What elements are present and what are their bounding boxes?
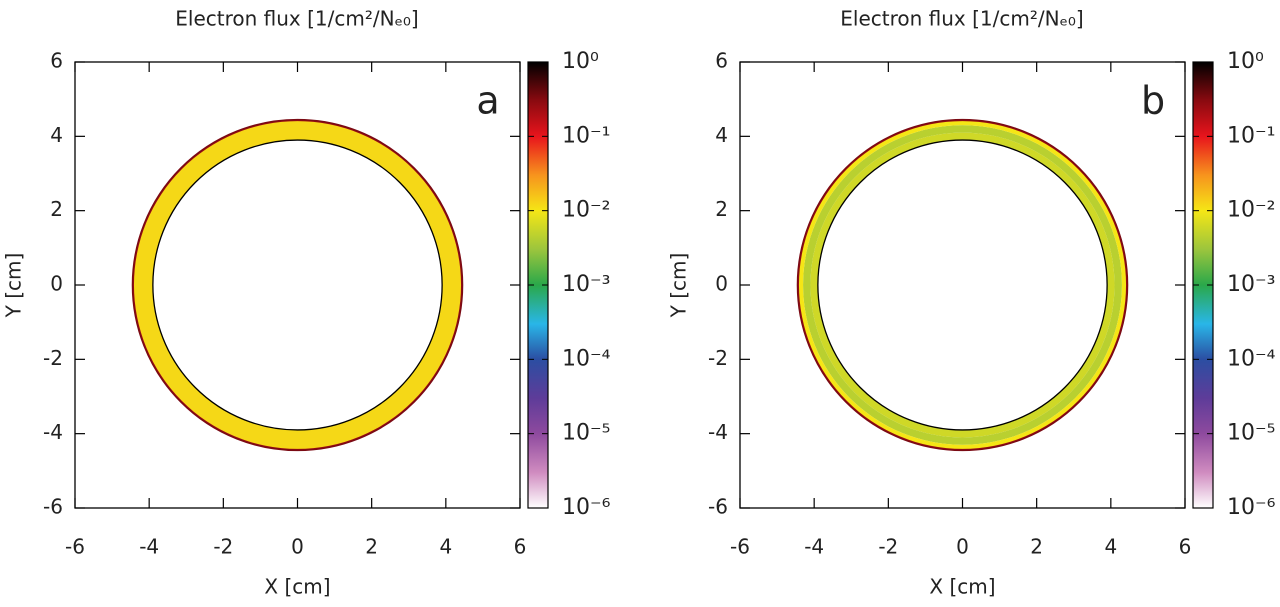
x-tick-label: 6	[1179, 535, 1192, 559]
colorbar-tick-label: 10⁰	[1227, 49, 1264, 74]
y-tick-label: 4	[50, 123, 63, 147]
x-tick-label: 4	[1104, 535, 1117, 559]
x-tick-label: -4	[804, 535, 824, 559]
colorbar-tick-label: 10⁻⁵	[1227, 421, 1275, 446]
x-tick-label: -6	[65, 535, 85, 559]
x-tick-label: -2	[213, 535, 233, 559]
y-axis-label: Y [cm]	[2, 253, 26, 319]
panel-label: b	[1141, 79, 1165, 123]
x-tick-label: 2	[1030, 535, 1043, 559]
outer-boundary	[796, 118, 1129, 452]
colorbar-tick-label: 10⁻⁵	[562, 421, 610, 446]
inner-boundary	[817, 139, 1108, 431]
panel-label: a	[476, 79, 499, 123]
y-tick-label: 0	[715, 272, 728, 296]
x-tick-label: 0	[956, 535, 969, 559]
colorbar-tick-label: 10⁻¹	[1227, 123, 1275, 148]
colorbar-tick-label: 10⁻⁴	[1227, 346, 1276, 371]
flux-band	[132, 119, 463, 451]
x-tick-label: 4	[439, 535, 452, 559]
y-tick-label: -4	[708, 420, 728, 444]
colorbar-tick-label: 10⁻²	[562, 198, 610, 223]
y-tick-label: 2	[715, 197, 728, 221]
flux-band	[797, 119, 1128, 451]
y-tick-label: 4	[715, 123, 728, 147]
y-tick-label: -6	[708, 495, 728, 519]
colorbar-tick-label: 10⁻⁴	[562, 346, 611, 371]
colorbar-tick-label: 10⁻⁶	[562, 495, 611, 520]
x-axis-label: X [cm]	[264, 575, 330, 599]
y-tick-label: 6	[715, 49, 728, 73]
y-axis-label: Y [cm]	[667, 253, 691, 319]
y-tick-label: 6	[50, 49, 63, 73]
y-tick-label: -6	[43, 495, 63, 519]
x-tick-label: -2	[878, 535, 898, 559]
x-tick-label: 6	[514, 535, 527, 559]
y-tick-label: 2	[50, 197, 63, 221]
x-tick-label: -4	[139, 535, 159, 559]
colorbar-tick-label: 10⁻³	[562, 272, 610, 297]
colorbar-tick-label: 10⁻¹	[562, 123, 610, 148]
outer-boundary	[131, 118, 464, 452]
x-tick-label: -6	[730, 535, 750, 559]
x-tick-label: 2	[365, 535, 378, 559]
title: Electron flux [1/cm²/Nₑ₀]	[175, 7, 418, 31]
colorbar-tick-label: 10⁻³	[1227, 272, 1275, 297]
flux-band	[810, 132, 1115, 438]
y-tick-label: -4	[43, 420, 63, 444]
colorbar-tick-label: 10⁰	[562, 49, 599, 74]
x-tick-label: 0	[291, 535, 304, 559]
title: Electron flux [1/cm²/Nₑ₀]	[840, 7, 1083, 31]
y-tick-label: 0	[50, 272, 63, 296]
y-tick-label: -2	[708, 346, 728, 370]
flux-band	[803, 125, 1122, 445]
y-tick-label: -2	[43, 346, 63, 370]
colorbar-tick-label: 10⁻⁶	[1227, 495, 1276, 520]
inner-boundary	[152, 139, 443, 431]
x-axis-label: X [cm]	[929, 575, 995, 599]
colorbar-tick-label: 10⁻²	[1227, 198, 1275, 223]
